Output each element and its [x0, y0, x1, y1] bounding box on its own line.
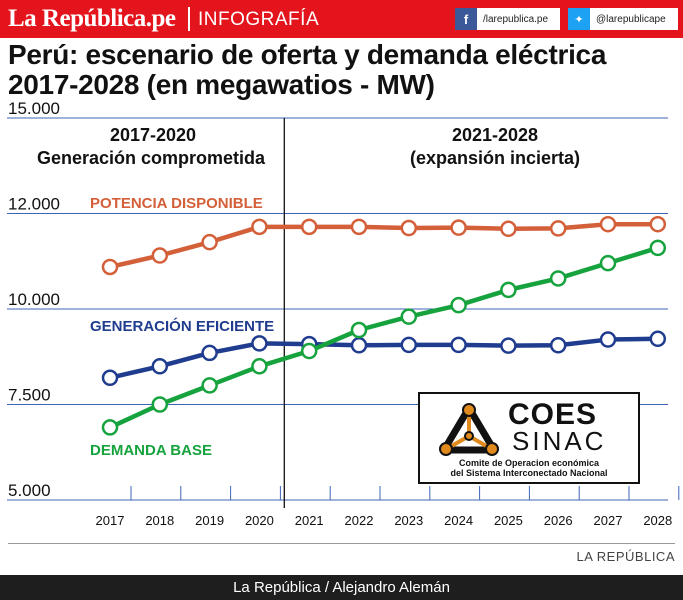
- x-tick-label: 2017: [96, 513, 125, 528]
- twitter-link[interactable]: ✦ @larepublicape: [568, 8, 678, 30]
- data-point-eficiente: [201, 344, 218, 362]
- author-credit: La República / Alejandro Alemán: [233, 579, 450, 596]
- series-eficiente: [101, 330, 667, 387]
- x-tick-label: 2028: [643, 513, 672, 528]
- author-credit-bar: La República / Alejandro Alemán: [0, 575, 683, 600]
- coes-description-line1: Comite de Operacion económica: [458, 458, 600, 468]
- data-point-potencia: [450, 219, 467, 236]
- section-label: INFOGRAFÍA: [198, 9, 320, 30]
- header-bar: La República.pe INFOGRAFÍA f /larepublic…: [0, 0, 683, 38]
- grid: [7, 117, 680, 501]
- period-1-title: 2017-2020: [110, 125, 196, 145]
- series-group: [101, 215, 667, 436]
- data-point-eficiente: [549, 337, 567, 354]
- legend-demanda-base: DEMANDA BASE: [90, 442, 212, 459]
- data-point-eficiente: [251, 335, 268, 352]
- data-point-eficiente: [350, 337, 368, 354]
- data-point-demanda: [101, 419, 119, 436]
- data-point-potencia: [101, 258, 119, 276]
- sinac-name: SINAC: [512, 426, 607, 456]
- series-demanda: [101, 239, 667, 436]
- header-separator: [188, 7, 190, 31]
- data-point-potencia: [649, 215, 667, 233]
- x-tick-label: 2023: [394, 513, 423, 528]
- data-point-eficiente: [500, 337, 517, 354]
- data-point-potencia: [400, 219, 418, 237]
- x-tick-label: 2021: [295, 513, 324, 528]
- period-2-subtitle: (expansión incierta): [410, 148, 580, 168]
- data-point-demanda: [599, 254, 617, 272]
- x-tick-label: 2019: [195, 513, 224, 528]
- period-1-subtitle: Generación comprometida: [37, 148, 266, 168]
- x-tick-label: 2026: [544, 513, 573, 528]
- legend-potencia-disponible: POTENCIA DISPONIBLE: [90, 195, 263, 212]
- data-point-potencia: [549, 220, 567, 237]
- data-point-demanda: [300, 342, 318, 360]
- coes-triangle-icon: [439, 403, 499, 456]
- x-tick-label: 2024: [444, 513, 473, 528]
- coes-description: Comite de Operacion económica del Sistem…: [420, 458, 638, 478]
- x-tick-label: 2027: [594, 513, 623, 528]
- data-point-demanda: [350, 321, 368, 339]
- x-tick-label: 2025: [494, 513, 523, 528]
- data-point-demanda: [400, 308, 418, 325]
- x-tick-label: 2020: [245, 513, 274, 528]
- data-point-potencia: [201, 233, 218, 251]
- data-point-eficiente: [450, 336, 467, 354]
- facebook-handle: /larepublica.pe: [483, 13, 549, 25]
- x-axis-labels: 2017 2018 2019 2020 2021 2022 2023 2024 2025 2026…: [96, 513, 673, 528]
- x-tick-label: 2022: [345, 513, 374, 528]
- data-point-eficiente: [151, 358, 169, 375]
- data-point-eficiente: [400, 336, 418, 354]
- data-point-potencia: [251, 218, 268, 236]
- y-tick-label: 7.500: [8, 386, 51, 405]
- footer-divider: [8, 543, 675, 544]
- series-line-demanda: [109, 245, 659, 430]
- coes-logo-box: COES SINAC Comite de Operacion económica…: [418, 392, 640, 484]
- coes-name: COES: [508, 398, 598, 431]
- data-point-eficiente: [101, 369, 119, 387]
- data-point-potencia: [500, 220, 517, 238]
- data-point-eficiente: [599, 331, 617, 348]
- data-point-potencia: [350, 218, 368, 236]
- series-potencia: [101, 215, 667, 276]
- data-point-demanda: [251, 358, 268, 375]
- chart-title: Perú: escenario de oferta y demanda eléc…: [8, 39, 607, 100]
- data-point-demanda: [649, 239, 667, 257]
- data-point-potencia: [151, 247, 169, 264]
- brand-logo[interactable]: La República.pe: [8, 5, 176, 32]
- y-tick-label: 5.000: [8, 481, 51, 500]
- y-tick-label: 10.000: [8, 290, 60, 309]
- period-2-title: 2021-2028: [452, 125, 538, 145]
- data-point-demanda: [500, 281, 517, 299]
- data-point-demanda: [201, 377, 218, 394]
- facebook-link[interactable]: f /larepublica.pe: [455, 8, 560, 30]
- data-point-demanda: [151, 396, 169, 413]
- series-line-potencia: [109, 221, 658, 270]
- data-point-demanda: [549, 270, 567, 287]
- facebook-icon: f: [455, 8, 477, 30]
- data-point-potencia: [599, 215, 617, 233]
- data-point-potencia: [300, 218, 318, 236]
- x-tick-label: 2018: [145, 513, 174, 528]
- y-axis-labels: 5.000 7.500 10.000 12.000 15.000: [8, 100, 60, 500]
- y-tick-label: 15.000: [8, 100, 60, 118]
- data-point-eficiente: [649, 330, 667, 348]
- legend-generacion-eficiente: GENERACIÓN EFICIENTE: [90, 317, 274, 335]
- source-credit: LA REPÚBLICA: [576, 549, 675, 564]
- data-point-demanda: [450, 296, 467, 314]
- y-tick-label: 12.000: [8, 195, 60, 214]
- twitter-icon: ✦: [568, 8, 590, 30]
- twitter-handle: @larepublicape: [596, 13, 666, 25]
- series-line-eficiente: [109, 336, 658, 380]
- coes-description-line2: del Sistema Interconectado Nacional: [450, 468, 608, 478]
